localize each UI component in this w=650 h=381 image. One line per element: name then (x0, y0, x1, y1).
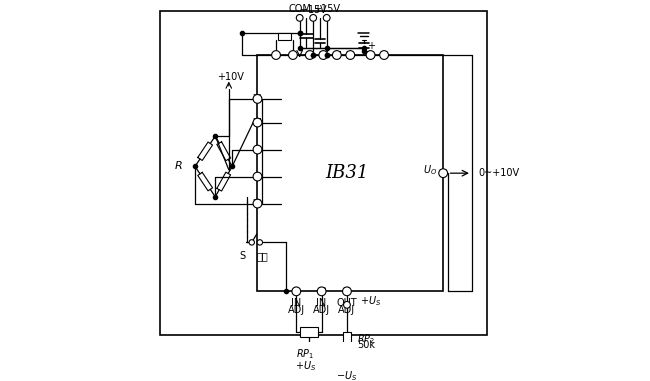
Circle shape (344, 362, 350, 369)
Text: 1: 1 (255, 145, 260, 154)
Circle shape (253, 172, 262, 181)
Text: 17: 17 (332, 51, 342, 59)
Text: OUT: OUT (337, 298, 358, 308)
Circle shape (306, 51, 314, 59)
Circle shape (366, 51, 375, 59)
Circle shape (439, 169, 448, 178)
Text: 19: 19 (379, 51, 389, 59)
Circle shape (292, 287, 301, 296)
Text: ADJ: ADJ (313, 305, 330, 315)
Text: 15: 15 (318, 51, 328, 59)
Circle shape (317, 287, 326, 296)
Text: $+U_S$: $+U_S$ (361, 295, 382, 308)
Text: 26: 26 (253, 94, 263, 103)
Circle shape (332, 51, 341, 59)
Circle shape (343, 287, 352, 296)
Text: 校准: 校准 (257, 251, 268, 261)
Text: +: + (367, 40, 375, 51)
Circle shape (253, 199, 262, 208)
Text: $U_O$: $U_O$ (422, 163, 437, 177)
Text: S: S (239, 251, 245, 261)
Text: $+U_S$: $+U_S$ (295, 359, 317, 373)
Text: IB31: IB31 (325, 164, 369, 182)
Text: $RP_2$: $RP_2$ (357, 332, 375, 346)
Text: +10V: +10V (217, 72, 244, 82)
Circle shape (346, 51, 355, 59)
Text: COM: COM (288, 5, 311, 14)
Text: 50k: 50k (357, 340, 375, 351)
Text: $-U_S$: $-U_S$ (336, 369, 358, 381)
Bar (257, 55, 443, 291)
Text: 18: 18 (346, 51, 355, 59)
Text: 20: 20 (366, 51, 376, 59)
Text: 2: 2 (255, 172, 260, 181)
Circle shape (323, 14, 330, 21)
Text: R: R (174, 162, 182, 171)
Text: 14: 14 (438, 169, 448, 178)
Circle shape (253, 94, 262, 103)
Text: IN: IN (291, 298, 302, 308)
Text: +15V: +15V (313, 5, 340, 14)
Text: 10: 10 (317, 287, 326, 296)
Circle shape (344, 301, 350, 308)
Text: 9: 9 (294, 287, 299, 296)
Circle shape (319, 51, 328, 59)
Circle shape (249, 240, 254, 245)
Text: $-$15V: $-$15V (298, 3, 328, 16)
Circle shape (272, 51, 280, 59)
Circle shape (310, 14, 317, 21)
Circle shape (380, 51, 389, 59)
Text: $RP_1$: $RP_1$ (296, 347, 315, 361)
Text: 3: 3 (274, 51, 278, 59)
Bar (278, 33, 291, 40)
Bar (343, 332, 350, 352)
Bar (300, 327, 318, 337)
Text: 16: 16 (305, 51, 315, 59)
Text: 0~+10V: 0~+10V (478, 168, 520, 178)
Text: 4: 4 (291, 51, 295, 59)
Circle shape (253, 145, 262, 154)
Circle shape (253, 118, 262, 127)
Text: 11: 11 (342, 287, 352, 296)
Text: 28: 28 (253, 199, 262, 208)
Text: 10k: 10k (302, 327, 317, 336)
Circle shape (296, 14, 303, 21)
Circle shape (257, 240, 263, 245)
Text: ADJ: ADJ (288, 305, 305, 315)
Text: ADJ: ADJ (339, 305, 356, 315)
Circle shape (289, 51, 297, 59)
Text: IN: IN (317, 298, 327, 308)
Text: 27: 27 (253, 118, 263, 127)
